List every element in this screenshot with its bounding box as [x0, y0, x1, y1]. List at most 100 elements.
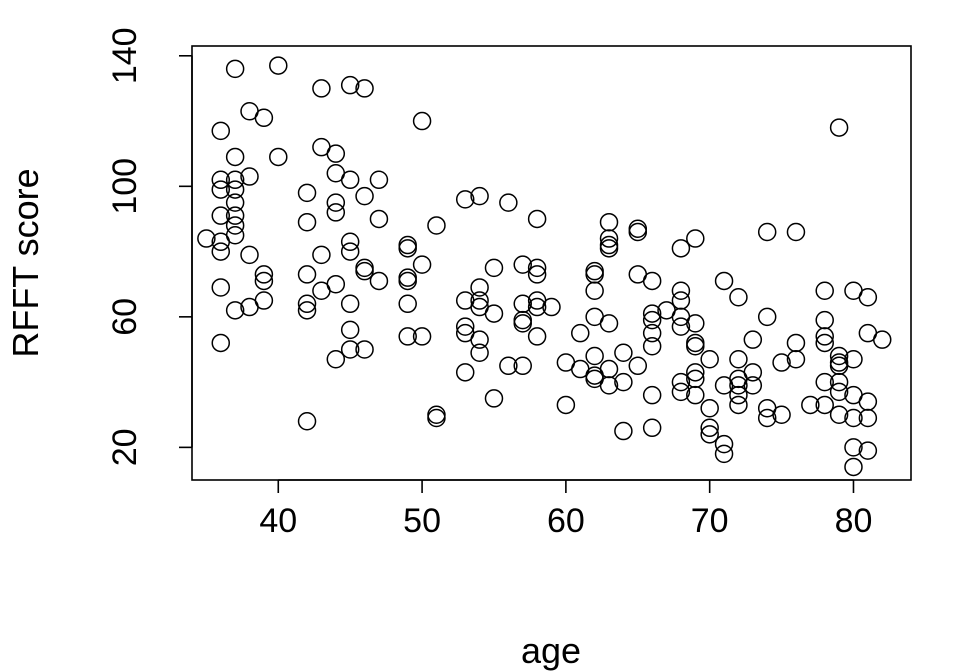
data-point: [326, 274, 346, 294]
data-point: [614, 343, 633, 362]
data-point: [398, 294, 417, 314]
data-point: [671, 291, 691, 310]
data-point: [642, 385, 662, 405]
data-point: [599, 239, 619, 258]
data-point: [542, 297, 561, 317]
data-point: [297, 265, 317, 284]
data-point: [340, 340, 360, 359]
data-point: [571, 323, 590, 343]
data-point: [599, 376, 619, 395]
data-point: [312, 79, 331, 98]
data-point: [398, 271, 417, 291]
data-point: [211, 121, 231, 141]
data-point: [211, 333, 231, 353]
data-point: [211, 278, 231, 297]
data-point: [211, 242, 231, 261]
data-point: [225, 226, 245, 245]
data-point: [312, 245, 331, 265]
data-point: [326, 144, 346, 163]
data-point: [340, 232, 360, 252]
data-point: [225, 59, 245, 79]
data-point: [642, 310, 662, 330]
data-point: [412, 327, 432, 346]
data-point: [844, 457, 863, 477]
data-point: [369, 271, 389, 291]
data-point: [326, 203, 346, 222]
data-point: [225, 170, 245, 190]
data-point: [470, 343, 489, 362]
data-point: [801, 395, 820, 415]
data-point: [513, 356, 532, 376]
data-point: [427, 216, 446, 235]
data-point: [225, 301, 245, 320]
data-point: [729, 395, 748, 415]
data-point: [815, 333, 834, 353]
data-point: [829, 405, 849, 424]
data-point: [340, 242, 360, 261]
data-point: [642, 336, 662, 356]
data-point: [757, 408, 777, 428]
data-point: [757, 222, 777, 242]
data-point: [499, 193, 518, 212]
data-points: [197, 56, 892, 477]
data-point: [642, 418, 662, 438]
data-point: [455, 363, 475, 382]
x-tick-label: 60: [547, 502, 585, 540]
y-tick-label: 60: [106, 298, 144, 336]
data-point: [844, 408, 863, 428]
data-point: [671, 372, 691, 392]
data-point: [297, 294, 317, 314]
data-point: [686, 229, 705, 248]
data-point: [772, 405, 791, 424]
data-point: [743, 330, 763, 349]
data-point: [254, 265, 274, 284]
data-point: [686, 336, 705, 356]
data-point: [297, 412, 317, 431]
data-point: [700, 418, 719, 438]
data-point: [513, 314, 532, 333]
data-point: [340, 320, 360, 340]
data-point: [340, 294, 360, 314]
data-point: [585, 346, 604, 366]
data-point: [829, 382, 849, 402]
data-point: [513, 255, 532, 274]
data-point: [844, 438, 863, 457]
data-point: [844, 350, 863, 369]
data-point: [225, 193, 245, 212]
data-point: [700, 350, 719, 369]
data-point: [642, 304, 662, 323]
data-point: [671, 239, 691, 258]
data-point: [297, 183, 317, 203]
data-point: [815, 281, 834, 300]
data-point: [254, 271, 274, 291]
data-point: [527, 258, 547, 278]
data-point: [729, 385, 748, 405]
data-point: [786, 333, 806, 353]
data-point: [757, 307, 777, 327]
x-tick-label: 50: [403, 502, 441, 540]
data-point: [355, 340, 374, 359]
data-point: [369, 170, 389, 190]
data-point: [858, 441, 878, 460]
data-point: [211, 180, 231, 199]
data-point: [527, 209, 547, 229]
data-point: [686, 314, 705, 333]
data-point: [686, 385, 705, 405]
data-point: [642, 323, 662, 343]
data-point: [484, 389, 504, 408]
data-point: [714, 271, 734, 291]
data-point: [211, 206, 231, 225]
data-point: [297, 212, 317, 232]
data-point: [628, 356, 648, 376]
x-tick-label: 40: [259, 502, 297, 540]
data-point: [326, 193, 346, 212]
data-point: [872, 330, 892, 349]
data-point: [686, 363, 705, 382]
x-axis: 40 50 60 70 80: [259, 479, 872, 540]
data-point: [815, 310, 834, 330]
data-point: [197, 229, 216, 248]
data-point: [225, 180, 245, 199]
data-point: [240, 245, 259, 265]
data-point: [527, 327, 547, 346]
data-point: [599, 359, 619, 379]
